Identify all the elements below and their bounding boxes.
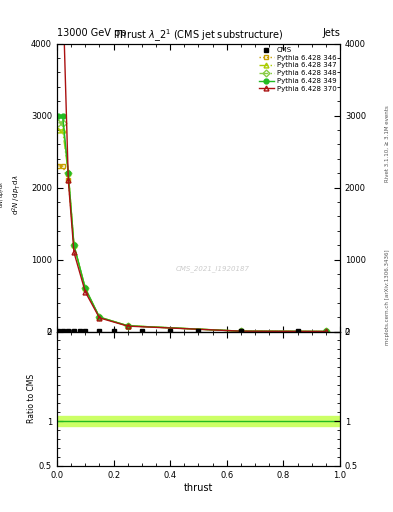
Pythia 6.428 348 bbox=[125, 323, 130, 329]
Pythia 6.428 346 bbox=[239, 328, 243, 334]
Y-axis label: Ratio to CMS: Ratio to CMS bbox=[27, 374, 36, 423]
Pythia 6.428 349 bbox=[60, 113, 65, 119]
Text: CMS_2021_I1920187: CMS_2021_I1920187 bbox=[176, 265, 250, 271]
Pythia 6.428 346 bbox=[125, 323, 130, 329]
Pythia 6.428 348 bbox=[97, 314, 102, 320]
Pythia 6.428 370 bbox=[66, 177, 71, 183]
Pythia 6.428 370 bbox=[97, 315, 102, 321]
Line: Pythia 6.428 346: Pythia 6.428 346 bbox=[56, 163, 328, 334]
Pythia 6.428 349 bbox=[56, 113, 61, 119]
Pythia 6.428 347 bbox=[83, 285, 88, 291]
Line: Pythia 6.428 349: Pythia 6.428 349 bbox=[56, 113, 328, 334]
Pythia 6.428 349 bbox=[72, 242, 76, 248]
Pythia 6.428 348 bbox=[60, 120, 65, 126]
Bar bbox=[57, 416, 340, 426]
Pythia 6.428 348 bbox=[83, 285, 88, 291]
Pythia 6.428 348 bbox=[56, 120, 61, 126]
Pythia 6.428 346 bbox=[66, 177, 71, 183]
Pythia 6.428 347 bbox=[323, 328, 328, 334]
Pythia 6.428 348 bbox=[323, 328, 328, 334]
Pythia 6.428 349 bbox=[97, 314, 102, 320]
Pythia 6.428 370 bbox=[239, 328, 243, 334]
Pythia 6.428 348 bbox=[239, 328, 243, 334]
Pythia 6.428 346 bbox=[72, 242, 76, 248]
Pythia 6.428 370 bbox=[83, 289, 88, 295]
Pythia 6.428 349 bbox=[66, 170, 71, 176]
Line: Pythia 6.428 370: Pythia 6.428 370 bbox=[56, 0, 328, 334]
Pythia 6.428 349 bbox=[239, 328, 243, 334]
X-axis label: thrust: thrust bbox=[184, 482, 213, 493]
Pythia 6.428 346 bbox=[60, 163, 65, 169]
Pythia 6.428 370 bbox=[323, 328, 328, 334]
Pythia 6.428 349 bbox=[125, 323, 130, 329]
Text: 13000 GeV pp: 13000 GeV pp bbox=[57, 28, 127, 38]
Pythia 6.428 347 bbox=[125, 323, 130, 329]
Pythia 6.428 349 bbox=[323, 328, 328, 334]
Text: mcplots.cern.ch [arXiv:1306.3436]: mcplots.cern.ch [arXiv:1306.3436] bbox=[385, 249, 390, 345]
Pythia 6.428 347 bbox=[72, 242, 76, 248]
Title: Thrust $\lambda\_2^{1}$ (CMS jet substructure): Thrust $\lambda\_2^{1}$ (CMS jet substru… bbox=[114, 27, 283, 44]
Pythia 6.428 347 bbox=[239, 328, 243, 334]
Pythia 6.428 370 bbox=[125, 323, 130, 329]
Pythia 6.428 346 bbox=[83, 285, 88, 291]
Text: $\frac{1}{\mathrm{d}N\,/\,\mathrm{d}p_T\,\mathrm{d}\lambda}$
$\mathrm{d}^2N\,/\,: $\frac{1}{\mathrm{d}N\,/\,\mathrm{d}p_T\… bbox=[0, 174, 23, 215]
Line: Pythia 6.428 347: Pythia 6.428 347 bbox=[56, 127, 328, 334]
Pythia 6.428 346 bbox=[323, 328, 328, 334]
Pythia 6.428 348 bbox=[66, 170, 71, 176]
Pythia 6.428 349 bbox=[83, 285, 88, 291]
Pythia 6.428 347 bbox=[56, 127, 61, 133]
Pythia 6.428 346 bbox=[97, 314, 102, 320]
Text: Rivet 3.1.10, ≥ 3.1M events: Rivet 3.1.10, ≥ 3.1M events bbox=[385, 105, 390, 182]
Pythia 6.428 347 bbox=[66, 170, 71, 176]
Pythia 6.428 347 bbox=[97, 314, 102, 320]
Legend: CMS, Pythia 6.428 346, Pythia 6.428 347, Pythia 6.428 348, Pythia 6.428 349, Pyt: CMS, Pythia 6.428 346, Pythia 6.428 347,… bbox=[257, 46, 338, 93]
Pythia 6.428 347 bbox=[60, 127, 65, 133]
Text: Jets: Jets bbox=[322, 28, 340, 38]
Pythia 6.428 348 bbox=[72, 242, 76, 248]
Pythia 6.428 346 bbox=[56, 163, 61, 169]
Pythia 6.428 370 bbox=[72, 249, 76, 255]
Line: Pythia 6.428 348: Pythia 6.428 348 bbox=[56, 120, 328, 334]
Y-axis label: 1
mathrm d N / mathrm d
$p_T$ mathrm d $\lambda$: 1 mathrm d N / mathrm d $p_T$ mathrm d $… bbox=[0, 511, 1, 512]
